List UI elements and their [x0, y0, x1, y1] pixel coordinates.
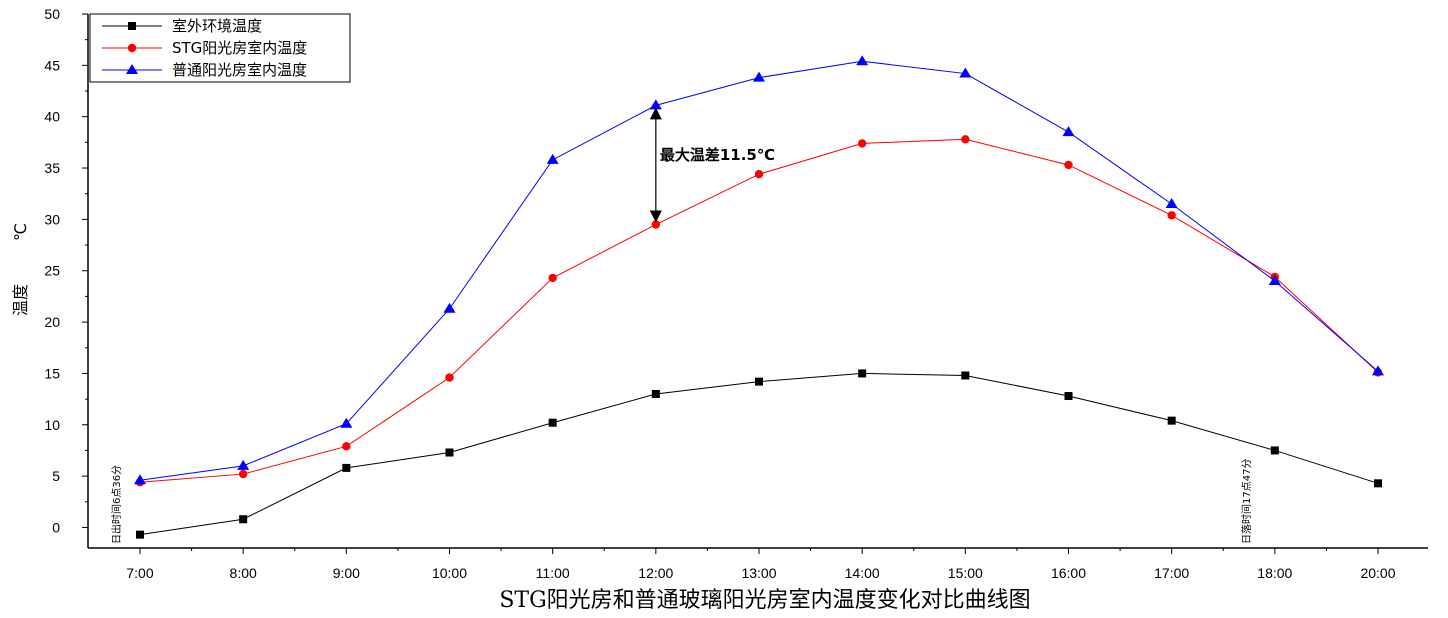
legend-marker	[127, 43, 137, 53]
x-tick-label: 11:00	[536, 565, 570, 581]
data-point	[546, 153, 559, 164]
series-0	[136, 369, 1382, 539]
y-tick-label: 15	[44, 365, 60, 381]
y-tick-label: 5	[52, 468, 60, 484]
data-point	[1167, 416, 1176, 425]
legend-marker	[128, 22, 136, 30]
data-point	[238, 469, 248, 479]
y-tick-label: 45	[44, 57, 60, 73]
x-tick-label: 9:00	[333, 565, 360, 581]
data-point	[754, 170, 764, 179]
y-axis-label-unit: ℃	[11, 223, 30, 241]
data-point	[342, 442, 351, 451]
data-point	[548, 418, 557, 427]
data-point	[1062, 126, 1075, 137]
data-point	[445, 373, 454, 382]
data-point	[753, 71, 765, 82]
sunset-label: 日落时间17点47分	[1240, 459, 1253, 544]
data-point	[340, 417, 353, 428]
data-point	[445, 448, 454, 457]
x-tick-label: 10:00	[432, 565, 467, 581]
data-point	[239, 515, 248, 524]
data-point	[649, 99, 662, 110]
x-tick-label: 7:00	[126, 565, 153, 581]
data-point	[443, 302, 456, 313]
data-point	[1064, 160, 1073, 170]
data-point	[856, 55, 869, 66]
data-point	[237, 459, 250, 470]
legend-label: STG阳光房室内温度	[172, 39, 307, 57]
legend-item: STG阳光房室内温度	[102, 39, 307, 57]
x-tick-label: 8:00	[230, 565, 257, 581]
data-point	[1374, 479, 1382, 488]
data-point	[961, 135, 970, 144]
x-tick-label: 14:00	[845, 565, 880, 581]
legend-label: 室外环境温度	[172, 17, 262, 35]
y-axis-label-name: 温度	[11, 284, 30, 316]
data-point	[136, 530, 144, 539]
series-line	[139, 372, 1379, 536]
data-point	[959, 67, 972, 78]
data-point	[1268, 275, 1281, 285]
x-tick-label: 13:00	[741, 565, 776, 581]
sunrise-label: 日出时间6点36分	[110, 465, 123, 544]
x-tick-label: 16:00	[1051, 565, 1086, 581]
y-tick-label: 0	[52, 519, 60, 535]
data-point	[1167, 211, 1176, 220]
y-tick-label: 30	[44, 211, 60, 227]
data-point	[755, 377, 763, 386]
data-point	[651, 389, 660, 398]
series-2	[134, 55, 1384, 485]
x-tick-label: 15:00	[948, 565, 983, 581]
data-point	[961, 371, 970, 380]
data-point	[342, 463, 351, 472]
legend-item: 室外环境温度	[102, 17, 262, 35]
data-point	[548, 273, 557, 283]
x-tick-label: 18:00	[1257, 565, 1292, 581]
y-tick-label: 20	[44, 314, 60, 330]
annotations: 最大温差11.5℃ 日出时间6点36分 日落时间17点47分	[110, 107, 1253, 544]
y-tick-label: 35	[44, 160, 60, 176]
data-point	[134, 474, 146, 485]
data-point	[651, 220, 661, 229]
data-point	[1165, 197, 1178, 208]
x-tick-label: 12:00	[638, 565, 673, 581]
legend-item: 普通阳光房室内温度	[102, 61, 307, 79]
legend-label: 普通阳光房室内温度	[172, 61, 307, 79]
max-diff-label: 最大温差11.5℃	[660, 146, 775, 164]
x-tick-label: 20:00	[1360, 565, 1395, 581]
y-tick-label: 10	[44, 417, 60, 433]
legend-marker	[126, 64, 138, 74]
series-line	[139, 138, 1379, 483]
y-tick-label: 50	[44, 6, 60, 22]
data-point	[857, 139, 867, 148]
series-line	[139, 60, 1379, 481]
y-tick-label: 40	[44, 109, 60, 125]
series-layer	[134, 55, 1384, 539]
chart-title: STG阳光房和普通玻璃阳光房室内温度变化对比曲线图	[499, 588, 1030, 613]
axes: 0 5 10 15 20 25 30 35 40 45 50 7:00 8:00 9:00 10:00 11:…	[44, 6, 1428, 581]
x-tick-label: 17:00	[1154, 565, 1189, 581]
data-point	[858, 369, 867, 378]
y-tick-label: 25	[44, 263, 60, 279]
data-point	[1270, 446, 1279, 455]
data-point	[1372, 365, 1384, 376]
data-point	[1064, 392, 1073, 401]
